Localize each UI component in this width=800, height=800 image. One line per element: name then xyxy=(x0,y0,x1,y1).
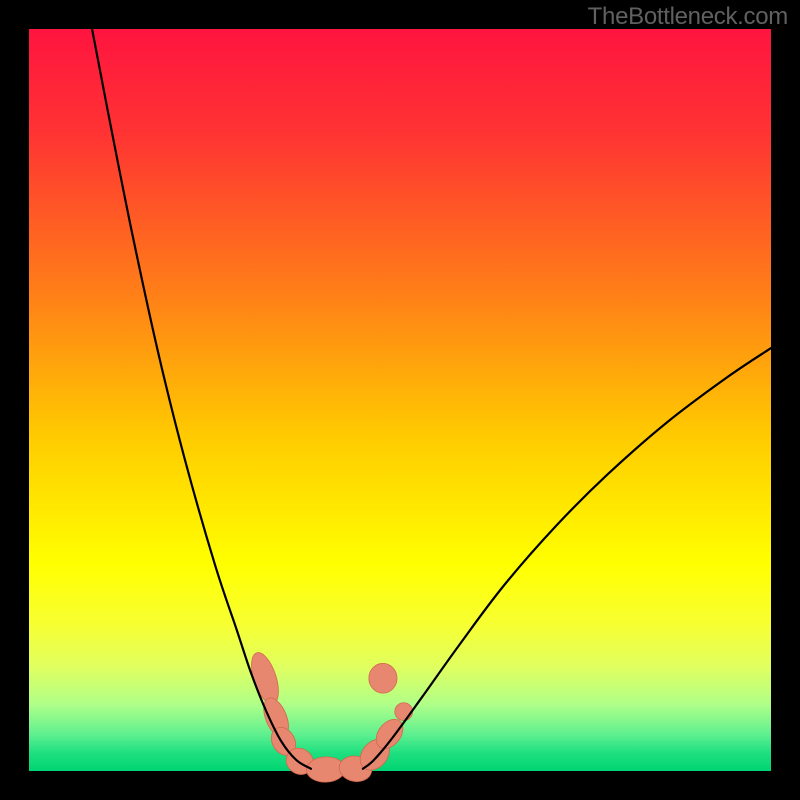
data-marker xyxy=(395,703,413,721)
plot-background xyxy=(29,29,771,771)
data-marker xyxy=(369,663,397,693)
chart-svg xyxy=(0,0,800,800)
chart-canvas: TheBottleneck.com xyxy=(0,0,800,800)
watermark-text: TheBottleneck.com xyxy=(588,3,788,31)
